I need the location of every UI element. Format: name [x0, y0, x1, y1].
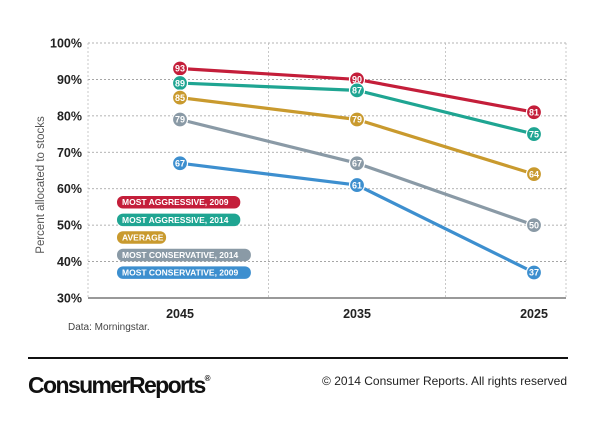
y-tick-label: 60% [57, 182, 82, 196]
data-label: 67 [175, 158, 185, 168]
consumer-reports-logo: ConsumerReports® [28, 372, 211, 399]
x-tick-label: 2025 [520, 307, 548, 321]
legend-swatch [117, 231, 167, 244]
data-point [171, 111, 189, 128]
data-label: 64 [529, 169, 539, 179]
series-lines: 93 90 81 89 87 75 85 79 64 79 67 50 67 61 37 [171, 60, 543, 281]
y-tick-label: 30% [57, 292, 82, 306]
series-line [179, 117, 535, 227]
line-chart: 30% 40% 50% 60% 70% 80% 90% 100% 2045 2035 2025 P… [35, 37, 567, 321]
data-point [348, 82, 366, 99]
legend-label: MOST AGGRESSIVE, 2014 [122, 215, 229, 225]
footer-divider [28, 357, 568, 359]
data-label: 50 [529, 220, 539, 230]
data-label: 67 [352, 158, 362, 168]
data-label: 75 [529, 129, 539, 139]
y-axis-label: Percent allocated to stocks [35, 116, 47, 254]
registered-mark: ® [204, 374, 211, 384]
data-point [348, 155, 366, 172]
y-tick-label: 100% [50, 37, 82, 51]
legend-label: MOST CONSERVATIVE, 2014 [122, 250, 238, 260]
data-point [525, 104, 543, 121]
x-tick-label: 2035 [343, 307, 371, 321]
legend: MOST AGGRESSIVE, 2009 MOST AGGRESSIVE, 20… [117, 196, 251, 279]
y-tick-label: 80% [57, 109, 82, 123]
legend-label: AVERAGE [122, 232, 164, 242]
data-label: 61 [352, 180, 362, 190]
grid-lines [87, 42, 567, 299]
data-point [525, 217, 543, 234]
legend-label: MOST CONSERVATIVE, 2009 [122, 268, 238, 278]
legend-label: MOST AGGRESSIVE, 2009 [122, 197, 229, 207]
y-tick-label: 40% [57, 255, 82, 269]
y-tick-label: 50% [57, 219, 82, 233]
data-label: 87 [352, 86, 362, 96]
legend-swatch [117, 213, 241, 227]
data-label: 37 [529, 268, 539, 278]
data-label: 79 [175, 115, 185, 125]
data-point [525, 125, 543, 143]
data-label: 79 [352, 115, 362, 125]
logo-text: ConsumerReports [28, 372, 206, 398]
data-point [348, 176, 366, 194]
data-point [525, 166, 543, 183]
data-point [171, 155, 189, 172]
legend-swatch [117, 196, 241, 209]
x-tick-label: 2045 [166, 307, 194, 321]
data-label: 89 [175, 78, 185, 88]
y-tick-label: 70% [57, 146, 82, 160]
copyright-text: © 2014 Consumer Reports. All rights rese… [322, 374, 567, 388]
y-tick-label: 90% [57, 73, 82, 87]
y-axis-ticks: 30% 40% 50% 60% 70% 80% 90% 100% [50, 37, 82, 306]
x-axis-ticks: 2045 2035 2025 [166, 307, 548, 321]
data-label: 81 [529, 107, 539, 117]
data-label: 85 [175, 93, 185, 103]
data-point [171, 89, 189, 106]
data-label: 90 [352, 75, 362, 85]
source-note: Data: Morningstar. [68, 322, 150, 333]
data-point [525, 264, 543, 281]
data-point [348, 111, 366, 128]
legend-swatch [117, 266, 251, 279]
legend-swatch [117, 248, 251, 262]
data-label: 93 [175, 64, 185, 74]
